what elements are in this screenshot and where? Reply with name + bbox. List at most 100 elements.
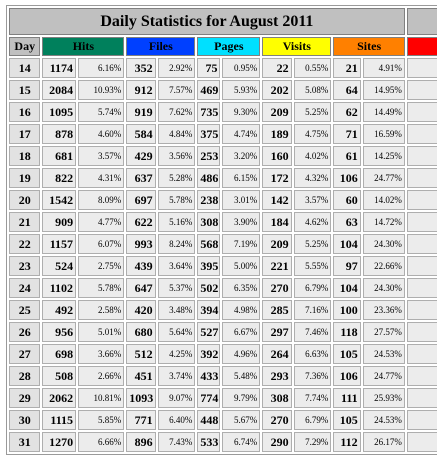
cell-hits: 822	[42, 168, 77, 188]
cell-sites-pct: 14.72%	[362, 212, 405, 232]
cell-visits: 22	[262, 58, 292, 78]
column-header-day: Day	[9, 37, 41, 56]
cell-files-pct: 5.37%	[157, 278, 196, 298]
cell-visits-pct: 4.75%	[293, 124, 332, 144]
cell-files: 439	[126, 256, 156, 276]
cell-visits-pct: 6.79%	[293, 278, 332, 298]
cell-files-pct: 5.28%	[157, 168, 196, 188]
cell-visits-pct: 4.62%	[293, 212, 332, 232]
cell-visits: 293	[262, 366, 292, 386]
cell-hits: 1270	[42, 432, 77, 452]
cell-hits-pct: 10.81%	[78, 388, 125, 408]
table-row: 21 909 4.77% 622 5.16% 308 3.90% 184 4.62% 63 14.7…	[9, 212, 437, 232]
cell-sites-pct: 16.59%	[362, 124, 405, 144]
cell-files: 429	[126, 146, 156, 166]
cell-pages-pct: 4.74%	[222, 124, 261, 144]
cell-hits-pct: 8.09%	[78, 190, 125, 210]
table-row: 27 698 3.66% 512 4.25% 392 4.96% 264 6.63% 105 24.…	[9, 344, 437, 364]
cell-files-pct: 7.43%	[157, 432, 196, 452]
cell-files-pct: 5.16%	[157, 212, 196, 232]
cell-files-pct: 7.57%	[157, 80, 196, 100]
cell-visits-pct: 5.55%	[293, 256, 332, 276]
cell-pages: 375	[197, 124, 221, 144]
cell-hits-pct: 4.60%	[78, 124, 125, 144]
cell-visits: 172	[262, 168, 292, 188]
cell-hits: 2084	[42, 80, 77, 100]
cell-files: 637	[126, 168, 156, 188]
cell-day: 25	[9, 300, 41, 320]
table-row: 25 492 2.58% 420 3.48% 394 4.98% 285 7.16% 100 23.…	[9, 300, 437, 320]
cell-visits-pct: 4.32%	[293, 168, 332, 188]
cell-kbytes	[406, 80, 437, 100]
cell-files: 919	[126, 102, 156, 122]
column-header-hits: Hits	[42, 37, 125, 56]
cell-visits-pct: 5.25%	[293, 234, 332, 254]
cell-day: 18	[9, 146, 41, 166]
cell-files: 896	[126, 432, 156, 452]
cell-kbytes	[406, 212, 437, 232]
cell-hits-pct: 6.07%	[78, 234, 125, 254]
cell-files-pct: 8.24%	[157, 234, 196, 254]
cell-files: 1093	[126, 388, 156, 408]
table-row: 18 681 3.57% 429 3.56% 253 3.20% 160 4.02% 61 14.2…	[9, 146, 437, 166]
cell-day: 28	[9, 366, 41, 386]
cell-pages-pct: 6.67%	[222, 322, 261, 342]
cell-pages-pct: 4.98%	[222, 300, 261, 320]
cell-pages: 533	[197, 432, 221, 452]
table-row: 29 2062 10.81% 1093 9.07% 774 9.79% 308 7.74% 111…	[9, 388, 437, 408]
cell-files-pct: 5.78%	[157, 190, 196, 210]
cell-day: 30	[9, 410, 41, 430]
cell-kbytes	[406, 234, 437, 254]
table-row: 31 1270 6.66% 896 7.43% 533 6.74% 290 7.29% 112 26…	[9, 432, 437, 452]
cell-hits-pct: 4.31%	[78, 168, 125, 188]
cell-pages: 238	[197, 190, 221, 210]
cell-pages: 486	[197, 168, 221, 188]
cell-kbytes	[406, 278, 437, 298]
cell-pages-pct: 5.48%	[222, 366, 261, 386]
column-header-pages: Pages	[197, 37, 261, 56]
cell-visits-pct: 7.74%	[293, 388, 332, 408]
cell-sites: 106	[333, 168, 361, 188]
cell-files-pct: 9.07%	[157, 388, 196, 408]
column-header-sites: Sites	[333, 37, 405, 56]
cell-kbytes	[406, 102, 437, 122]
table-row: 17 878 4.60% 584 4.84% 375 4.74% 189 4.75% 71 16.5…	[9, 124, 437, 144]
cell-sites-pct: 14.02%	[362, 190, 405, 210]
cell-visits: 264	[262, 344, 292, 364]
column-header-files: Files	[126, 37, 196, 56]
cell-files-pct: 2.92%	[157, 58, 196, 78]
cell-kbytes	[406, 168, 437, 188]
cell-hits: 1095	[42, 102, 77, 122]
cell-day: 26	[9, 322, 41, 342]
cell-visits-pct: 7.36%	[293, 366, 332, 386]
cell-pages: 253	[197, 146, 221, 166]
cell-sites-pct: 14.95%	[362, 80, 405, 100]
cell-pages: 433	[197, 366, 221, 386]
cell-day: 17	[9, 124, 41, 144]
cell-files: 622	[126, 212, 156, 232]
table-row: 24 1102 5.78% 647 5.37% 502 6.35% 270 6.79% 104 24…	[9, 278, 437, 298]
stats-table-container: Daily Statistics for August 2011 Day Hit…	[6, 5, 437, 455]
cell-hits-pct: 5.01%	[78, 322, 125, 342]
cell-sites: 64	[333, 80, 361, 100]
cell-hits: 1174	[42, 58, 77, 78]
cell-sites: 105	[333, 410, 361, 430]
cell-hits: 681	[42, 146, 77, 166]
cell-pages: 774	[197, 388, 221, 408]
cell-pages: 568	[197, 234, 221, 254]
cell-pages-pct: 7.19%	[222, 234, 261, 254]
cell-day: 31	[9, 432, 41, 452]
cell-visits-pct: 7.46%	[293, 322, 332, 342]
cell-visits: 160	[262, 146, 292, 166]
cell-pages: 392	[197, 344, 221, 364]
cell-visits: 270	[262, 410, 292, 430]
cell-pages: 469	[197, 80, 221, 100]
cell-hits: 956	[42, 322, 77, 342]
cell-files: 680	[126, 322, 156, 342]
table-row: 28 508 2.66% 451 3.74% 433 5.48% 293 7.36% 106 24.…	[9, 366, 437, 386]
cell-kbytes	[406, 344, 437, 364]
cell-hits-pct: 5.78%	[78, 278, 125, 298]
cell-visits-pct: 0.55%	[293, 58, 332, 78]
cell-sites-pct: 27.57%	[362, 322, 405, 342]
cell-pages-pct: 5.67%	[222, 410, 261, 430]
